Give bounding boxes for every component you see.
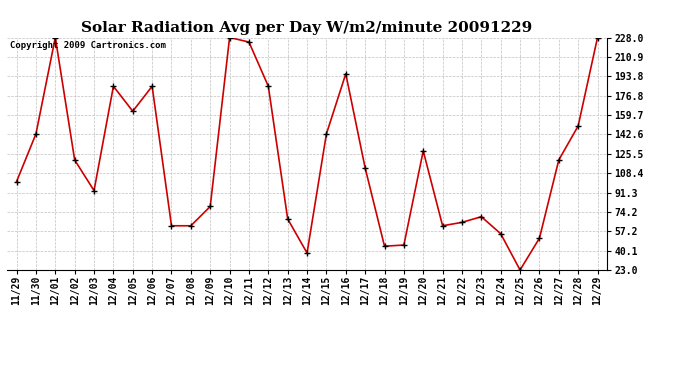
Text: Copyright 2009 Cartronics.com: Copyright 2009 Cartronics.com: [10, 41, 166, 50]
Title: Solar Radiation Avg per Day W/m2/minute 20091229: Solar Radiation Avg per Day W/m2/minute …: [81, 21, 533, 35]
